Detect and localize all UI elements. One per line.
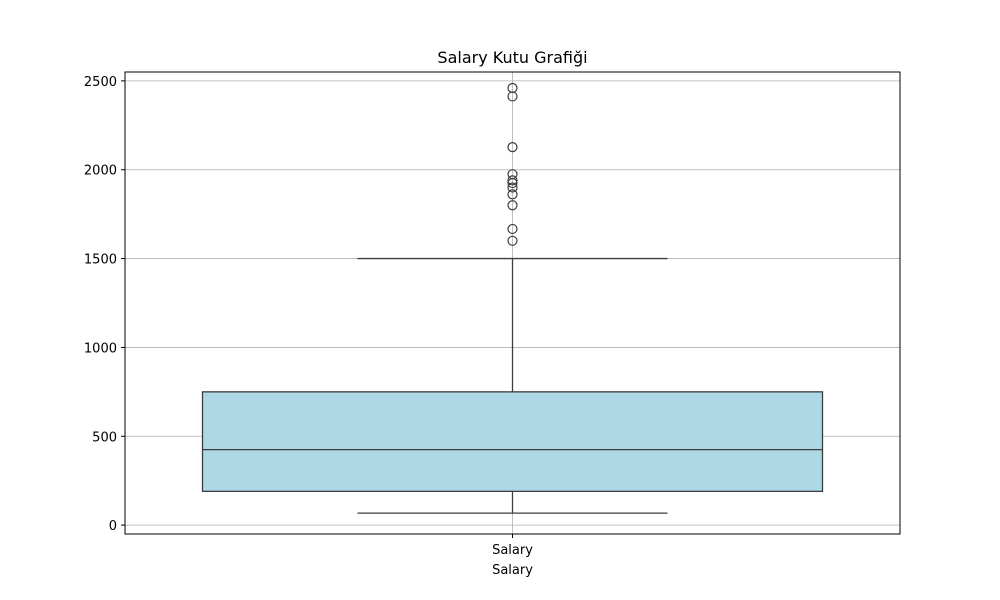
y-tick-label: 2000 [84, 164, 117, 179]
iqr-box [201, 391, 824, 493]
box-plot-elements [201, 82, 824, 514]
y-tick-label: 1000 [84, 341, 117, 356]
y-tick-label: 1500 [84, 253, 117, 268]
y-tick-label: 0 [109, 519, 117, 534]
x-tick-label: Salary [492, 543, 533, 558]
outlier-point [507, 182, 518, 193]
outlier-point [507, 175, 518, 186]
outlier-point [507, 200, 518, 211]
outlier-point [507, 142, 518, 153]
y-tick-label: 500 [92, 430, 117, 445]
outlier-point [507, 169, 518, 180]
y-axis-ticks: 0 500 1000 1500 2000 2500 [84, 75, 125, 534]
y-tick-label: 2500 [84, 75, 117, 90]
outlier-point [507, 82, 518, 94]
chart-title: Salary Kutu Grafiği [437, 48, 587, 67]
outlier-point [507, 235, 518, 246]
outlier-point [507, 223, 518, 235]
outlier-point [507, 189, 518, 200]
x-axis-ticks: Salary [492, 534, 533, 558]
x-axis-label: Salary [492, 563, 533, 578]
